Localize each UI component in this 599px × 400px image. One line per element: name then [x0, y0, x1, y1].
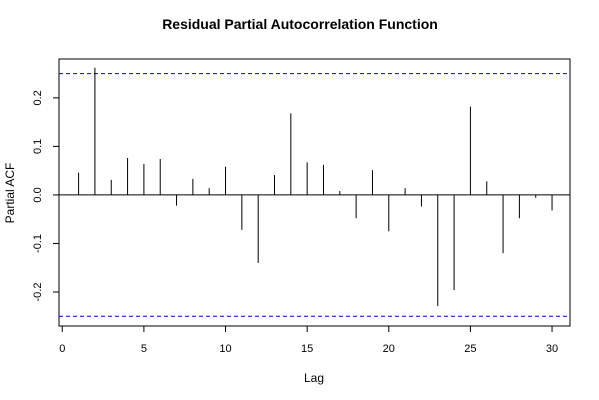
- x-tick-label: 30: [546, 343, 558, 355]
- x-tick-label: 20: [383, 343, 395, 355]
- y-axis: -0.2 -0.1 0.0 0.1 0.2: [32, 90, 59, 302]
- y-tick-label: 0.1: [32, 139, 44, 154]
- y-axis-label: Partial ACF: [3, 163, 17, 224]
- y-tick-label: -0.1: [32, 234, 44, 253]
- x-tick-label: 15: [301, 343, 313, 355]
- y-tick-label: -0.2: [32, 283, 44, 302]
- x-axis-label: Lag: [304, 371, 324, 385]
- pacf-spikes: [78, 67, 553, 307]
- x-tick-label: 25: [464, 343, 476, 355]
- x-tick-label: 10: [219, 343, 231, 355]
- y-tick-label: 0.0: [32, 187, 44, 202]
- x-axis: 0 5 10 15 20 25 30: [59, 326, 558, 355]
- y-tick-label: 0.2: [32, 90, 44, 105]
- x-tick-label: 0: [59, 343, 65, 355]
- chart-title: Residual Partial Autocorrelation Functio…: [162, 16, 438, 32]
- x-tick-label: 5: [141, 343, 147, 355]
- plot-frame: [58, 58, 571, 327]
